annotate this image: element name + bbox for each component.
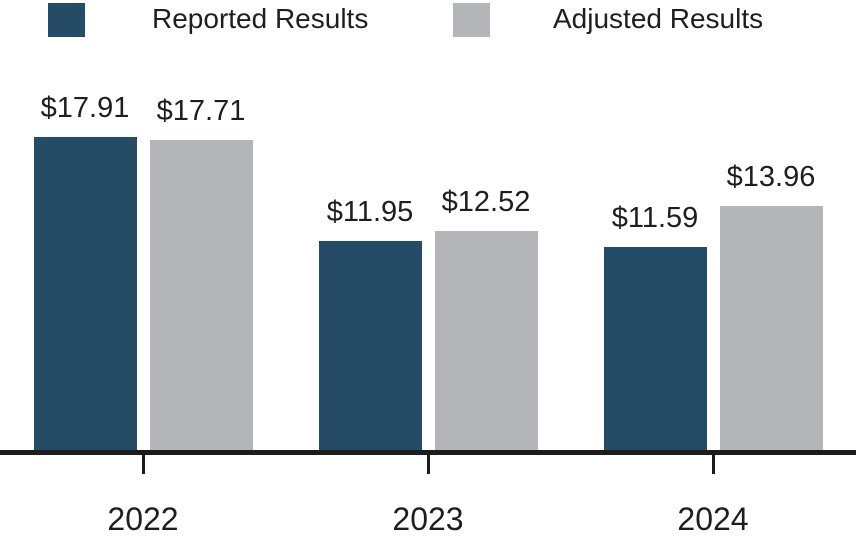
value-label-adjusted-results-2023: $12.52 xyxy=(441,186,531,218)
value-label-adjusted-results-2024: $13.96 xyxy=(726,161,816,193)
legend-label-adjusted-results: Adjusted Results xyxy=(553,3,764,34)
value-label-reported-results-2023: $11.95 xyxy=(326,196,414,228)
x-axis-tick-2024 xyxy=(711,455,715,474)
value-label-reported-results-2022: $17.91 xyxy=(40,92,130,124)
x-axis-tick-2023 xyxy=(426,455,430,474)
legend-label-reported-results: Reported Results xyxy=(152,3,369,34)
bar-reported-results-2023 xyxy=(318,241,422,450)
value-label-reported-results-2024: $11.59 xyxy=(611,202,699,234)
x-axis-label-2024: 2024 xyxy=(677,501,749,537)
legend-swatch-adjusted-results-icon xyxy=(453,3,490,37)
x-axis-label-2023: 2023 xyxy=(392,501,464,537)
bar-reported-results-2024 xyxy=(603,247,707,450)
x-axis-label-2022: 2022 xyxy=(107,501,179,537)
bar-adjusted-results-2022 xyxy=(149,140,253,450)
x-axis-line xyxy=(0,450,856,455)
value-label-adjusted-results-2022: $17.71 xyxy=(156,95,246,127)
bar-adjusted-results-2024 xyxy=(719,206,823,450)
bar-adjusted-results-2023 xyxy=(434,231,538,450)
x-axis-tick-2022 xyxy=(141,455,145,474)
legend-swatch-reported-results-icon xyxy=(48,3,85,37)
bar-reported-results-2022 xyxy=(33,137,137,450)
